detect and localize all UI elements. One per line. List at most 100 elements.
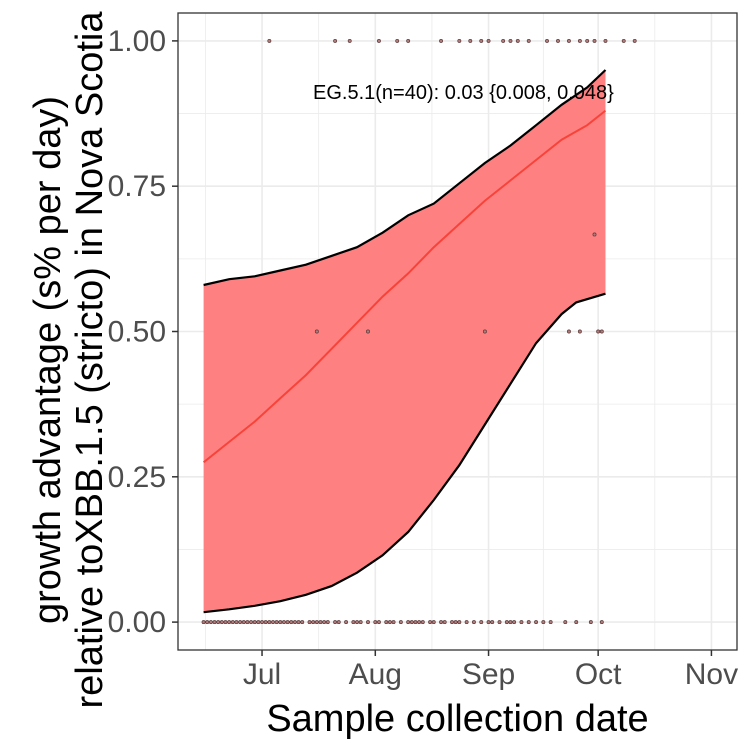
data-point [355,620,359,625]
data-point [333,620,338,625]
data-point [556,38,560,43]
y-tick-label: 1.00 [108,25,166,58]
data-point [314,620,319,625]
data-point [406,620,411,625]
data-point [588,620,593,625]
data-point [223,620,228,625]
data-point [541,620,546,625]
data-point [574,620,579,625]
data-point [526,38,531,43]
data-point [479,38,484,43]
data-point [252,620,257,625]
data-point [238,620,243,625]
annotation: EG.5.1(n=40): 0.03 {0.008, 0.048} [313,82,614,104]
data-point [566,38,571,43]
x-tick-label: Aug [349,658,402,691]
data-point [300,620,305,625]
data-point [428,620,433,625]
y-axis-title-line-2: relative toXBB.1.5 (stricto) in Nova Sco… [69,11,111,709]
data-point [457,38,462,43]
data-point [249,620,254,625]
data-point [395,38,400,43]
axis-ticks: 0.00 0.25 0.50 0.75 1.00 Jul Aug Sep Oct Nov [108,25,738,691]
data-point [271,620,275,625]
data-point [333,38,338,43]
data-point [453,620,458,625]
data-point [526,620,531,625]
data-point [406,38,411,43]
data-point [479,620,484,625]
data-point [205,620,210,625]
data-point [501,38,506,43]
data-point [603,38,608,43]
data-point [468,38,473,43]
data-point [442,620,447,625]
data-point [219,620,224,625]
data-point [515,38,520,43]
y-tick-label: 0.50 [108,316,166,349]
data-point [366,329,370,334]
data-point [274,620,279,625]
data-point [296,620,301,625]
data-point [311,620,316,625]
data-point [336,620,341,625]
data-point [519,620,524,625]
data-point [450,620,454,625]
data-point [482,329,487,334]
data-point [366,620,370,625]
data-point [508,38,513,43]
data-point [439,620,444,625]
data-point [490,620,495,625]
x-tick-label: Oct [575,658,622,691]
x-tick-label: Jul [243,658,281,691]
data-point [307,620,312,625]
data-point [431,620,436,625]
data-point [282,620,286,625]
data-point [344,620,349,625]
data-point [592,232,597,237]
x-tick-label: Nov [685,658,738,691]
data-point [260,620,264,625]
x-tick-label: Sep [462,658,515,691]
data-point [278,620,283,625]
data-point [632,38,637,43]
data-point [267,38,272,43]
data-point [596,329,601,334]
data-point [534,620,539,625]
data-point [373,620,378,625]
y-tick-label: 0.25 [108,461,166,494]
fit-line [202,109,607,464]
data-point [577,38,582,43]
data-point [599,620,604,625]
data-point [504,620,509,625]
data-point [486,620,491,625]
data-point [267,620,272,625]
data-point [256,620,261,625]
data-point [292,620,297,625]
confidence-ribbon [203,70,606,613]
data-point [208,620,213,625]
y-axis-title: growth advantage (s% per day) relative t… [27,11,111,709]
data-point [351,620,356,625]
data-point [486,38,491,43]
data-point [289,620,294,625]
y-tick-label: 0.75 [108,170,166,203]
data-point [599,329,604,334]
data-point [358,620,363,625]
data-point [464,620,469,625]
data-point [413,620,418,625]
data-point [387,620,392,625]
data-point [318,620,323,625]
data-point [241,620,246,625]
data-point [512,620,517,625]
data-point [314,329,319,334]
data-point [417,620,422,625]
data-point [577,329,582,334]
data-point [545,38,549,43]
data-points [201,38,637,625]
data-point [497,620,502,625]
data-point [285,620,290,625]
data-point [471,620,476,625]
data-point [585,38,590,43]
